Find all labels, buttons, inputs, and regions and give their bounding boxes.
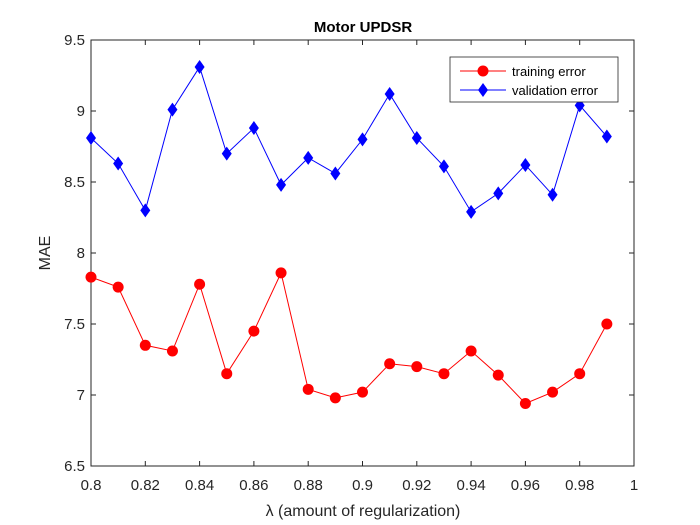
y-tick-label: 6.5 <box>64 458 85 475</box>
data-point <box>601 129 612 144</box>
series-line <box>90 271 608 405</box>
y-tick-label: 9.5 <box>64 32 85 49</box>
chart-title: Motor UPDSR <box>314 19 412 36</box>
series-layer <box>85 59 613 410</box>
y-tick-label: 7 <box>77 387 85 404</box>
x-tick-label: 0.9 <box>352 477 373 494</box>
data-point <box>194 278 206 290</box>
data-point <box>275 267 287 279</box>
data-point <box>276 177 287 192</box>
data-point <box>519 398 531 410</box>
data-point <box>194 59 205 74</box>
data-point <box>357 386 368 398</box>
data-point <box>547 187 558 202</box>
data-point <box>411 130 422 145</box>
data-point <box>411 361 423 373</box>
x-tick-label: 1 <box>630 477 638 494</box>
x-tick-label: 0.82 <box>131 477 160 494</box>
data-point <box>574 368 586 380</box>
x-tick-label: 0.92 <box>402 477 431 494</box>
data-point <box>86 130 96 145</box>
data-point <box>465 345 477 357</box>
data-point <box>85 271 97 283</box>
x-tick-label: 0.94 <box>456 477 485 494</box>
axis-ticks: 0.8 0.82 0.84 0.86 0.88 0.9 0.92 0.94 0.96 0.98 1 6… <box>64 32 638 494</box>
data-point <box>166 345 178 357</box>
x-tick-label: 0.84 <box>185 477 214 494</box>
x-tick-label: 0.8 <box>81 477 102 494</box>
x-tick-label: 0.96 <box>511 477 540 494</box>
y-tick-label: 8.5 <box>64 174 85 191</box>
legend-marker-training <box>477 65 489 77</box>
series-line <box>90 65 608 213</box>
legend-label-training: training error <box>512 64 586 79</box>
y-axis-label: MAE <box>37 236 54 271</box>
data-point <box>113 156 124 171</box>
legend: training error validation error <box>449 56 619 103</box>
data-point <box>139 339 151 351</box>
x-tick-label: 0.98 <box>565 477 594 494</box>
data-point <box>466 204 477 219</box>
legend-label-validation: validation error <box>512 83 599 98</box>
data-point <box>601 318 613 330</box>
data-point <box>438 159 449 174</box>
data-point <box>330 166 341 181</box>
data-point <box>221 368 233 380</box>
data-point <box>493 186 504 201</box>
data-point <box>112 281 124 293</box>
legend-marker-validation <box>478 83 488 97</box>
data-point <box>547 386 559 398</box>
series-training-error <box>85 267 613 410</box>
legend-box <box>449 56 619 103</box>
x-tick-label: 0.86 <box>239 477 268 494</box>
data-point <box>384 86 395 101</box>
data-point <box>140 203 151 218</box>
x-tick-label: 0.88 <box>294 477 323 494</box>
x-axis-label: λ (amount of regularization) <box>266 503 461 520</box>
data-point <box>357 132 368 147</box>
data-point <box>221 146 232 161</box>
data-point <box>248 325 260 337</box>
data-point <box>384 358 396 370</box>
data-point <box>248 121 259 136</box>
data-point <box>303 150 314 165</box>
y-tick-label: 8 <box>77 245 85 262</box>
data-point <box>302 383 314 395</box>
data-point <box>492 369 504 381</box>
y-tick-label: 9 <box>77 103 85 120</box>
data-point <box>438 368 450 380</box>
data-point <box>520 157 531 172</box>
data-point <box>329 392 341 404</box>
y-tick-label: 7.5 <box>64 316 85 333</box>
series-validation-error <box>86 59 612 219</box>
data-point <box>167 102 178 117</box>
